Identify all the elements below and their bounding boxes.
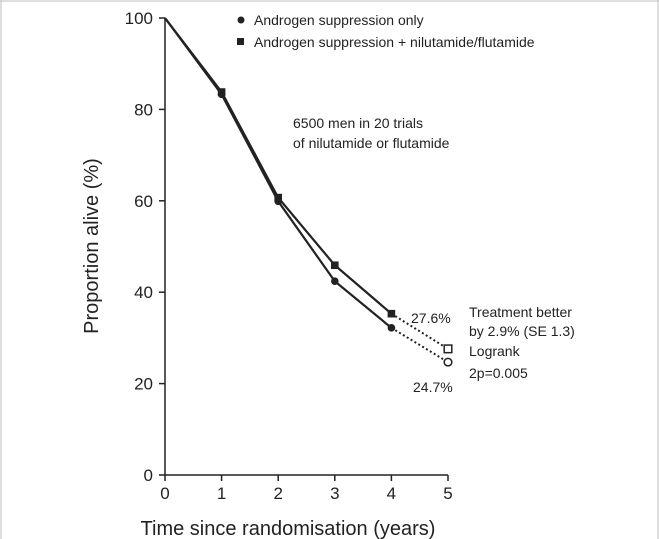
series-2-marker-2 <box>274 193 282 202</box>
legend-label-series-1: Androgen suppression only <box>254 12 424 28</box>
y-tick-label-40: 40 <box>134 283 153 302</box>
series-2-projection <box>390 312 449 350</box>
series-2-marker-3 <box>331 261 339 270</box>
y-tick-label-100: 100 <box>125 9 153 28</box>
y-tick-group: 0 20 40 60 80 100 <box>125 9 165 485</box>
y-tick-label-80: 80 <box>134 100 153 119</box>
population-note-line-1: 6500 men in 20 trials <box>293 115 423 131</box>
population-note-line-2: of nilutamide or flutamide <box>293 135 450 151</box>
result-note-line-1: Treatment better <box>469 304 572 320</box>
y-axis-title: Proportion alive (%) <box>81 158 103 334</box>
x-tick-label-2: 2 <box>273 484 282 503</box>
x-tick-label-4: 4 <box>387 484 396 503</box>
series-layer <box>164 17 453 367</box>
series-2-end-marker <box>443 344 453 354</box>
series-2-marker-1 <box>217 88 226 96</box>
x-tick-label-0: 0 <box>160 484 169 503</box>
x-axis-title: Time since randomisation (years) <box>141 518 436 539</box>
legend-circle-marker <box>237 16 245 24</box>
y-tick-label-60: 60 <box>134 192 153 211</box>
y-tick-label-0: 0 <box>144 466 153 485</box>
legend-label-series-2: Androgen suppression + nilutamide/flutam… <box>254 34 535 50</box>
series-1-marker-3 <box>331 277 339 286</box>
end-label-series-2: 27.6% <box>411 310 451 326</box>
series-1-projection <box>390 326 449 363</box>
series-2-line <box>164 17 393 315</box>
result-note-line-2: by 2.9% (SE 1.3) <box>469 323 575 339</box>
x-tick-label-5: 5 <box>443 484 452 503</box>
end-label-series-1: 24.7% <box>413 379 453 395</box>
legend: Androgen suppression only Androgen suppr… <box>237 12 535 50</box>
series-1-end-marker <box>443 357 453 367</box>
y-tick-label-20: 20 <box>134 375 153 394</box>
series-1-line <box>164 17 393 329</box>
series-2-marker-4 <box>387 309 396 318</box>
x-tick-label-3: 3 <box>330 484 339 503</box>
x-tick-label-1: 1 <box>217 484 226 503</box>
legend-square-marker <box>237 38 244 45</box>
x-tick-group: 0 1 2 3 4 5 <box>160 475 453 503</box>
series-1-marker-4 <box>387 324 396 332</box>
result-note-line-3: Logrank <box>469 343 521 359</box>
result-note-line-4: 2p=0.005 <box>469 365 528 381</box>
